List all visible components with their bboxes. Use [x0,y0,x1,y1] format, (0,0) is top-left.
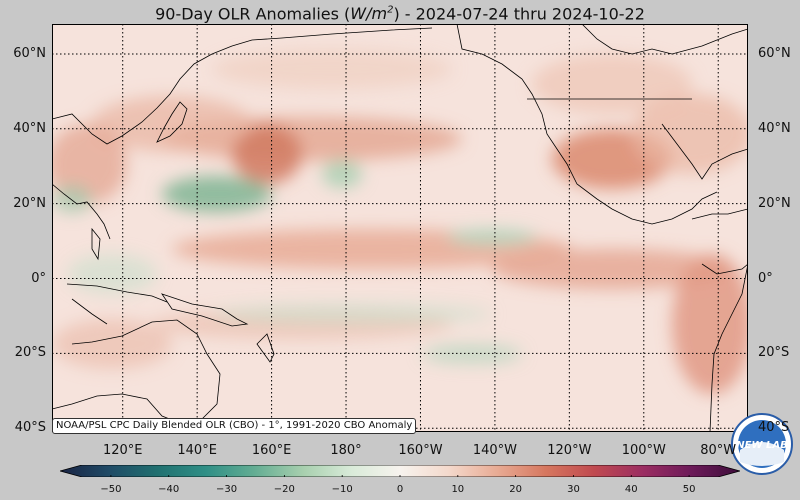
lat-label-left: 40°S [14,420,46,436]
map-title: 90-Day OLR Anomalies (W/m2) - 2024-07-24… [155,4,645,24]
colorbar-tick-label: 50 [682,484,696,495]
lon-label: 120°W [547,443,592,458]
lon-label: 80°W [700,443,737,458]
data-credit-label: NOAA/PSL CPC Daily Blended OLR (CBO) - 1… [52,418,417,434]
lat-label-right: 20°N [758,195,791,211]
lon-label: 100°W [621,443,666,458]
coastlines [52,24,748,432]
colorbar-graphic [58,464,742,478]
lat-label-left: 20°S [14,345,46,361]
lon-label: 160°E [251,443,292,458]
lat-label-left: 0° [31,270,46,286]
lon-label: 140°E [177,443,217,458]
colorbar-tick-label: −10 [331,484,353,495]
colorbar-tick-label: −40 [158,484,180,495]
noaa-logo-icon: NEW LAB [730,412,794,476]
colorbar-tick-label: 40 [624,484,638,495]
map-canvas [52,24,748,432]
colorbar-tick-label: −30 [215,484,238,495]
colorbar-tick-label: 10 [451,484,465,495]
lon-label: 180° [330,443,362,458]
lon-label: 160°W [398,443,443,458]
lat-label-right: 60°N [758,45,791,61]
lon-label: 140°W [472,443,517,458]
colorbar-tick-label: −50 [100,484,122,495]
lat-label-right: 40°S [758,420,790,436]
lat-label-right: 20°S [758,345,790,361]
lon-label: 120°E [102,443,143,458]
colorbar-tick-label: 30 [567,484,580,495]
lat-label-left: 20°N [13,195,46,211]
colorbar-tick-label: 20 [509,484,522,495]
colorbar-tick-label: 0 [396,484,404,495]
olr-anomaly-map [52,24,748,432]
colorbar [58,462,742,478]
colorbar-tick-label: −20 [273,484,295,495]
lat-label-right: 40°N [758,120,791,136]
lat-label-right: 0° [758,270,773,286]
lat-label-left: 60°N [13,45,46,61]
lat-label-left: 40°N [13,120,46,136]
logo-text: NEW LAB [736,440,787,451]
